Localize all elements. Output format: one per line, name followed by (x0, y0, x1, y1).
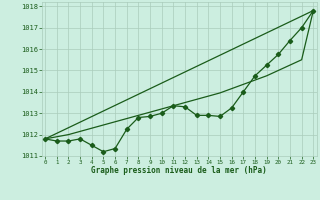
X-axis label: Graphe pression niveau de la mer (hPa): Graphe pression niveau de la mer (hPa) (91, 166, 267, 175)
